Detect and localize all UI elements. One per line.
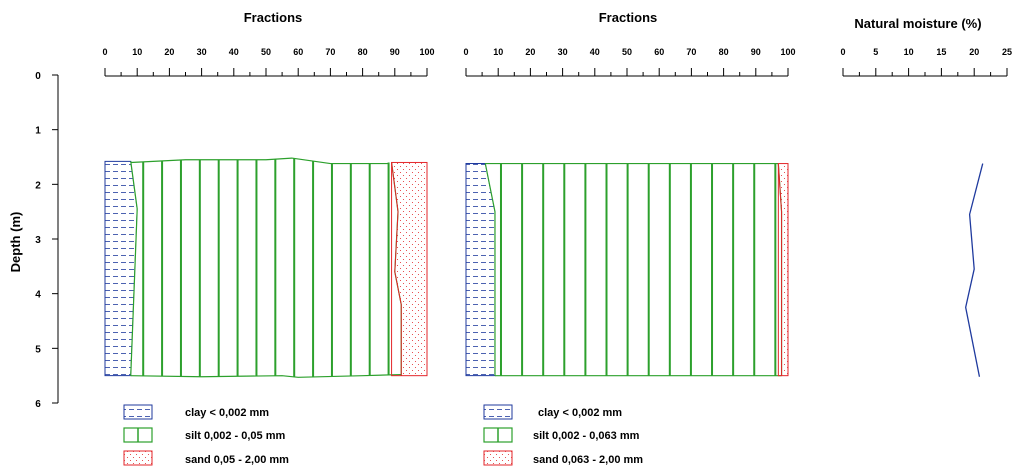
panel-1-sand-frame: [391, 161, 428, 377]
legend-1-sand-label: sand 0,05 - 2,00 mm: [185, 454, 289, 466]
panel-1-silt-top: [130, 157, 389, 165]
legend-2-clay-label: clay < 0,002 mm: [538, 407, 622, 419]
panel-2-silt-area: [485, 163, 782, 376]
depth-tick-label: 3: [35, 235, 41, 246]
legend-2-clay-swatch: [483, 404, 513, 420]
depth-tick-label: 4: [35, 290, 41, 301]
panel-2-title: Fractions: [599, 10, 658, 25]
depth-axis-label: Depth (m): [8, 212, 23, 273]
legend-1-clay-swatch: [123, 404, 153, 420]
x-tick-label: 40: [590, 47, 600, 57]
depth-axis: Depth (m) 0 1 2 3 4 5 6: [8, 71, 59, 410]
fractions-panel-2: Fractions 0 10 20 30 40 50 60 70 80 90 100: [463, 10, 796, 377]
x-tick-label: 10: [904, 47, 914, 57]
panel-1-silt-left-edge: [130, 161, 138, 376]
legend-1: clay < 0,002 mm silt 0,002 - 0,05 mm san…: [123, 404, 289, 466]
depth-tick-label: 6: [35, 399, 41, 410]
x-tick-label: 0: [840, 47, 845, 57]
x-tick-label: 100: [780, 47, 795, 57]
x-tick-label: 25: [1002, 47, 1012, 57]
x-tick-label: 0: [463, 47, 468, 57]
x-tick-label: 50: [261, 47, 271, 57]
x-tick-label: 50: [622, 47, 632, 57]
x-tick-label: 0: [102, 47, 107, 57]
x-tick-label: 90: [390, 47, 400, 57]
legend-2-sand-swatch: [483, 450, 513, 466]
legend-1-clay-label: clay < 0,002 mm: [185, 407, 269, 419]
fractions-panel-1: Fractions 0 10 20 30 40 50 60 70 80 90 100: [102, 10, 435, 378]
legend-2-silt-label: silt 0,002 - 0,063 mm: [533, 430, 640, 442]
depth-tick-label: 0: [35, 71, 41, 82]
panel-1-sand-left-edge: [391, 162, 402, 376]
x-tick-label: 60: [654, 47, 664, 57]
legend-1-silt-label: silt 0,002 - 0,05 mm: [185, 430, 285, 442]
panel-2-clay-area: [465, 163, 496, 377]
x-tick-label: 5: [873, 47, 878, 57]
panel-2-sand-left-edge: [777, 163, 783, 376]
x-tick-label: 30: [558, 47, 568, 57]
panel-2-sand-frame: [777, 163, 789, 377]
x-tick-label: 10: [493, 47, 503, 57]
x-tick-label: 40: [229, 47, 239, 57]
panel-1-silt-bottom: [130, 373, 402, 378]
x-tick-label: 20: [525, 47, 535, 57]
panel-1-sand-area: [391, 162, 427, 376]
depth-tick-label: 5: [35, 344, 41, 355]
x-tick-label: 80: [719, 47, 729, 57]
legend-2: clay < 0,002 mm silt 0,002 - 0,063 mm sa…: [483, 404, 643, 466]
x-tick-label: 90: [751, 47, 761, 57]
depth-tick-label: 2: [35, 180, 41, 191]
x-tick-label: 20: [969, 47, 979, 57]
x-tick-label: 30: [197, 47, 207, 57]
panel-2-silt-left-edge: [484, 163, 496, 376]
panel-2-sand-area: [778, 163, 788, 376]
panel-1-silt-area: [130, 158, 402, 378]
moisture-line: [965, 163, 984, 377]
x-tick-label: 70: [686, 47, 696, 57]
x-tick-label: 20: [164, 47, 174, 57]
panel-1-title: Fractions: [244, 10, 303, 25]
legend-1-sand-swatch: [123, 450, 153, 466]
depth-tick-label: 1: [35, 126, 41, 137]
legend-2-sand-label: sand 0,063 - 2,00 mm: [533, 454, 643, 466]
x-tick-label: 100: [419, 47, 434, 57]
moisture-panel: Natural moisture (%) 0 5 10 15 20 25: [840, 16, 1012, 377]
x-tick-label: 15: [936, 47, 946, 57]
x-tick-label: 10: [132, 47, 142, 57]
x-tick-label: 80: [358, 47, 368, 57]
x-tick-label: 70: [325, 47, 335, 57]
moisture-panel-title: Natural moisture (%): [854, 16, 981, 31]
x-tick-label: 60: [293, 47, 303, 57]
